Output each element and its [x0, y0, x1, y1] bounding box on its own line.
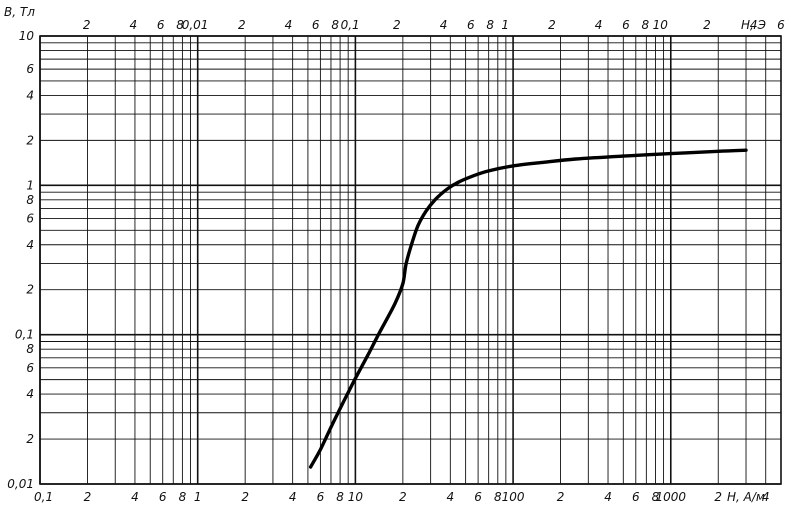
y-tick-label: 2 — [26, 432, 34, 446]
x-bottom-tick-label: 8 — [494, 490, 502, 504]
bh-curve-layer — [308, 148, 748, 469]
x-top-tick-label: 8 — [641, 18, 649, 32]
y-tick-label: 6 — [26, 361, 34, 375]
y-tick-label: 0,01 — [7, 477, 34, 491]
x-top-tick-label: 0,1 — [341, 18, 360, 32]
y-axis-label: B, Тл — [4, 5, 35, 19]
x-bottom-tick-label: 6 — [474, 490, 482, 504]
x-top-axis-label: H, Э — [741, 18, 767, 32]
y-tick-label: 4 — [26, 88, 34, 102]
x-bottom-tick-label: 4 — [289, 490, 297, 504]
x-top-tick-label: 4 — [440, 18, 448, 32]
x-top-tick-label: 2 — [238, 18, 246, 32]
bh-curve — [308, 148, 748, 469]
x-bottom-tick-label: 4 — [131, 490, 139, 504]
x-top-tick-label: 8 — [176, 18, 184, 32]
x-bottom-tick-label: 6 — [159, 490, 167, 504]
x-bottom-tick-label: 100 — [502, 490, 525, 504]
labels-layer: B, Тл H, Э H, А/м 10642186420,186420,010… — [4, 5, 785, 504]
y-tick-label: 0,1 — [15, 328, 34, 342]
x-top-tick-label: 1 — [501, 18, 509, 32]
x-top-tick-label: 4 — [595, 18, 603, 32]
x-top-tick-label: 8 — [331, 18, 339, 32]
x-bottom-tick-label: 2 — [241, 490, 249, 504]
x-top-tick-label: 2 — [83, 18, 91, 32]
x-top-tick-label: 2 — [703, 18, 711, 32]
x-bottom-tick-label: 6 — [632, 490, 640, 504]
x-bottom-tick-label: 2 — [399, 490, 407, 504]
x-top-tick-label: 4 — [130, 18, 138, 32]
x-top-tick-label: 6 — [157, 18, 165, 32]
x-bottom-tick-label: 10 — [348, 490, 364, 504]
x-top-tick-label: 4 — [285, 18, 293, 32]
x-bottom-tick-label: 1000 — [656, 490, 687, 504]
x-top-tick-label: 6 — [312, 18, 320, 32]
x-bottom-tick-label: 4 — [447, 490, 455, 504]
x-bottom-tick-label: 8 — [179, 490, 187, 504]
y-tick-label: 6 — [26, 62, 34, 76]
grid-layer — [39, 35, 782, 485]
y-tick-label: 2 — [26, 283, 34, 297]
x-top-tick-label: 0,01 — [182, 18, 209, 32]
plot-border — [39, 35, 782, 485]
x-top-tick-label: 2 — [393, 18, 401, 32]
y-tick-label: 10 — [19, 29, 35, 43]
x-bottom-tick-label: 2 — [557, 490, 565, 504]
x-bottom-tick-label: 2 — [84, 490, 92, 504]
x-bottom-tick-label: 1 — [194, 490, 202, 504]
x-bottom-tick-label: 4 — [604, 490, 612, 504]
x-top-tick-label: 4 — [750, 18, 758, 32]
x-bottom-tick-label: 8 — [336, 490, 344, 504]
x-bottom-tick-label: 0,1 — [34, 490, 53, 504]
x-top-tick-label: 6 — [777, 18, 785, 32]
x-bottom-tick-label: 6 — [317, 490, 325, 504]
x-bottom-axis-label: H, А/м — [727, 490, 765, 504]
x-top-tick-label: 6 — [467, 18, 475, 32]
y-tick-label: 8 — [26, 342, 34, 356]
y-tick-label: 8 — [26, 193, 34, 207]
y-tick-label: 4 — [26, 387, 34, 401]
y-tick-label: 2 — [26, 133, 34, 147]
x-top-tick-label: 10 — [653, 18, 669, 32]
plot-frame — [39, 35, 782, 485]
y-tick-label: 4 — [26, 238, 34, 252]
y-tick-label: 6 — [26, 211, 34, 225]
x-top-tick-label: 2 — [548, 18, 556, 32]
x-bottom-tick-label: 8 — [652, 490, 660, 504]
x-top-tick-label: 8 — [486, 18, 494, 32]
x-bottom-tick-label: 2 — [714, 490, 722, 504]
x-top-tick-label: 6 — [622, 18, 630, 32]
x-bottom-tick-label: 4 — [762, 490, 770, 504]
y-tick-label: 1 — [26, 178, 34, 192]
